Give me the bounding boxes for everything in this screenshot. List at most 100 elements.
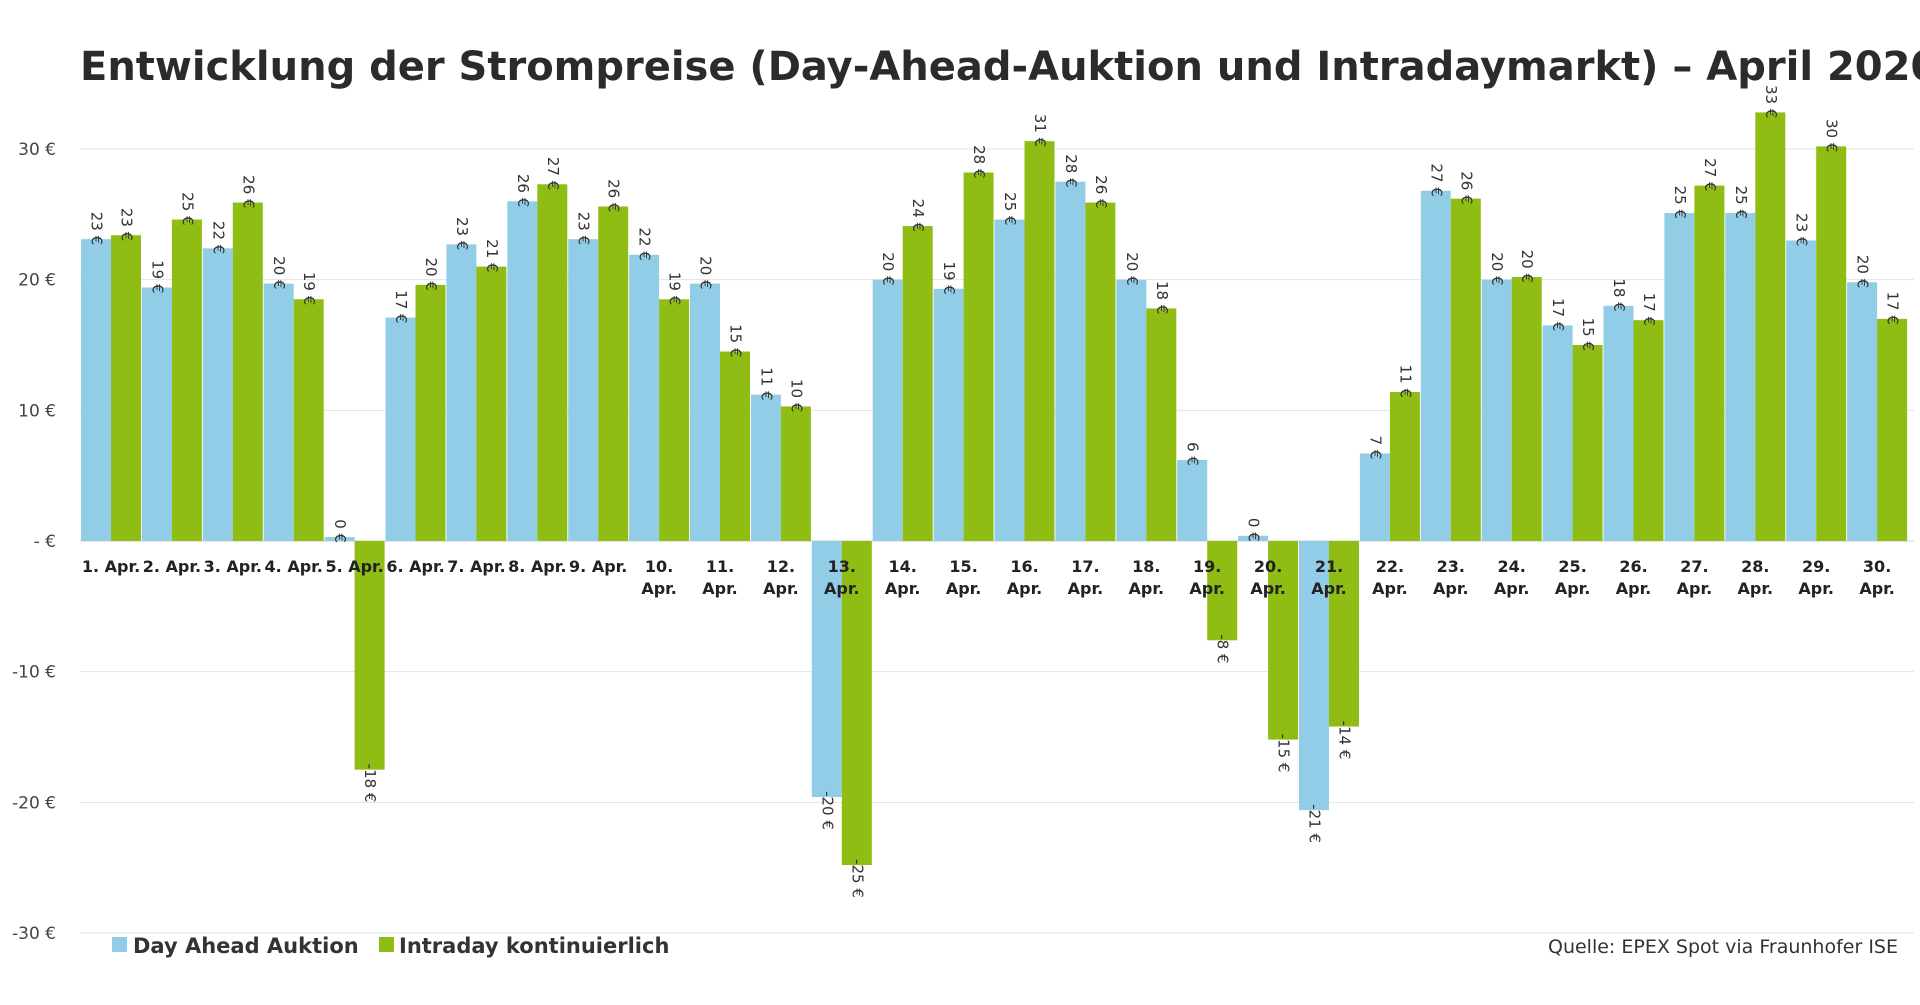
x-axis-ticks: 1. Apr. 2. Apr. 3. Apr. 4. Apr. 5. Apr. 6. Ap… [82,557,1895,598]
data-label-intraday: 18 € [1153,281,1171,314]
bar-day-ahead [750,394,781,541]
x-tick-label: 28. [1741,557,1769,576]
x-tick-label: Apr. [1859,579,1895,598]
bar-day-ahead [263,283,294,541]
bar-intraday [1877,318,1908,541]
x-tick-label: 23. [1437,557,1465,576]
bar-intraday [232,202,263,541]
x-tick-label: Apr. [1129,579,1165,598]
bar-day-ahead [1725,213,1756,541]
data-label-day-ahead: 17 € [1549,298,1567,331]
x-tick-label: 22. [1376,557,1404,576]
data-label-day-ahead: 23 € [1793,213,1811,246]
x-tick-label: 6. Apr. [386,557,444,576]
bar-day-ahead [811,541,842,798]
x-tick-label: Apr. [824,579,860,598]
x-tick-label: 3. Apr. [204,557,262,576]
data-label-day-ahead: 25 € [1671,186,1689,219]
x-tick-label: Apr. [1007,579,1043,598]
bar-day-ahead [1847,282,1878,541]
bar-day-ahead [202,248,233,541]
data-labels: 23 € 19 € 22 € 20 € 0 € 17 € 23 € 26 € 23 € 22 € 2… [88,85,1902,898]
bar-day-ahead [141,287,172,541]
bar-day-ahead [872,279,903,541]
data-label-day-ahead: 22 € [209,221,227,254]
data-label-day-ahead: 20 € [697,256,715,289]
data-label-day-ahead: 18 € [1610,278,1628,311]
x-tick-label: Apr. [641,579,677,598]
bar-day-ahead [446,244,477,542]
y-tick-label: -20 € [12,793,56,813]
bar-day-ahead [1238,535,1269,541]
data-label-intraday: 15 € [727,324,745,357]
x-tick-label: 29. [1802,557,1830,576]
x-tick-label: 17. [1071,557,1099,576]
bar-intraday [354,541,385,770]
bar-day-ahead [629,254,660,541]
bar-intraday [720,351,750,541]
bar-day-ahead [1299,541,1329,811]
bar-intraday [1633,320,1664,541]
bar-day-ahead [81,239,111,541]
x-tick-label: 25. [1558,557,1586,576]
data-label-intraday: 20 € [422,257,440,290]
x-tick-label: Apr. [1798,579,1834,598]
data-label-intraday: 24 € [909,199,927,232]
bar-day-ahead [1603,305,1634,541]
x-tick-label: 13. [828,557,856,576]
data-label-intraday: -25 € [848,859,866,898]
data-label-intraday: 20 € [1518,250,1536,283]
bar-intraday [1511,277,1542,541]
bar-intraday [598,206,629,541]
data-label-intraday: 26 € [1092,175,1110,208]
bar-intraday [1755,112,1786,541]
x-tick-label: 2. Apr. [143,557,201,576]
x-tick-label: 10. [645,557,673,576]
x-tick-label: 20. [1254,557,1282,576]
data-label-day-ahead: 20 € [1854,255,1872,288]
data-label-day-ahead: -21 € [1306,804,1324,843]
data-label-intraday: -18 € [361,764,379,803]
data-label-intraday: 28 € [970,145,988,178]
bar-day-ahead [933,288,964,541]
data-label-intraday: 19 € [300,272,318,305]
data-label-day-ahead: 20 € [1123,252,1141,285]
bar-intraday [1694,185,1725,541]
bar-intraday [171,219,202,541]
bar-day-ahead [1116,279,1147,541]
data-label-day-ahead: 17 € [392,290,410,323]
x-tick-label: Apr. [1677,579,1713,598]
data-label-day-ahead: 26 € [514,174,532,207]
bar-intraday [1146,308,1177,541]
x-tick-label: Apr. [885,579,921,598]
bar-intraday [1329,541,1359,727]
y-tick-label: 30 € [18,140,56,160]
data-label-intraday: 30 € [1823,119,1841,152]
bar-day-ahead [1359,453,1390,541]
data-label-day-ahead: 7 € [1366,436,1384,460]
data-label-day-ahead: 22 € [636,227,654,260]
x-tick-label: Apr. [1372,579,1408,598]
bar-day-ahead [1786,240,1817,541]
bars [81,112,1908,866]
y-tick-label: 20 € [18,271,56,291]
data-label-intraday: 26 € [605,179,623,212]
x-tick-label: Apr. [1311,579,1347,598]
x-tick-label: 27. [1680,557,1708,576]
x-tick-label: Apr. [946,579,982,598]
y-tick-label: -10 € [12,663,56,683]
x-tick-label: Apr. [1189,579,1225,598]
x-tick-label: 21. [1315,557,1343,576]
x-tick-label: Apr. [702,579,738,598]
data-label-day-ahead: 6 € [1184,442,1202,466]
bar-intraday [659,299,690,541]
bar-intraday [1207,541,1238,641]
bar-intraday [1389,392,1420,541]
x-tick-label: Apr. [1433,579,1469,598]
data-label-intraday: -15 € [1275,734,1293,773]
bar-intraday [1268,541,1299,740]
x-tick-label: 16. [1010,557,1038,576]
legend-swatch-intraday [379,937,394,952]
bar-day-ahead [568,239,599,541]
data-label-intraday: 23 € [118,208,136,241]
